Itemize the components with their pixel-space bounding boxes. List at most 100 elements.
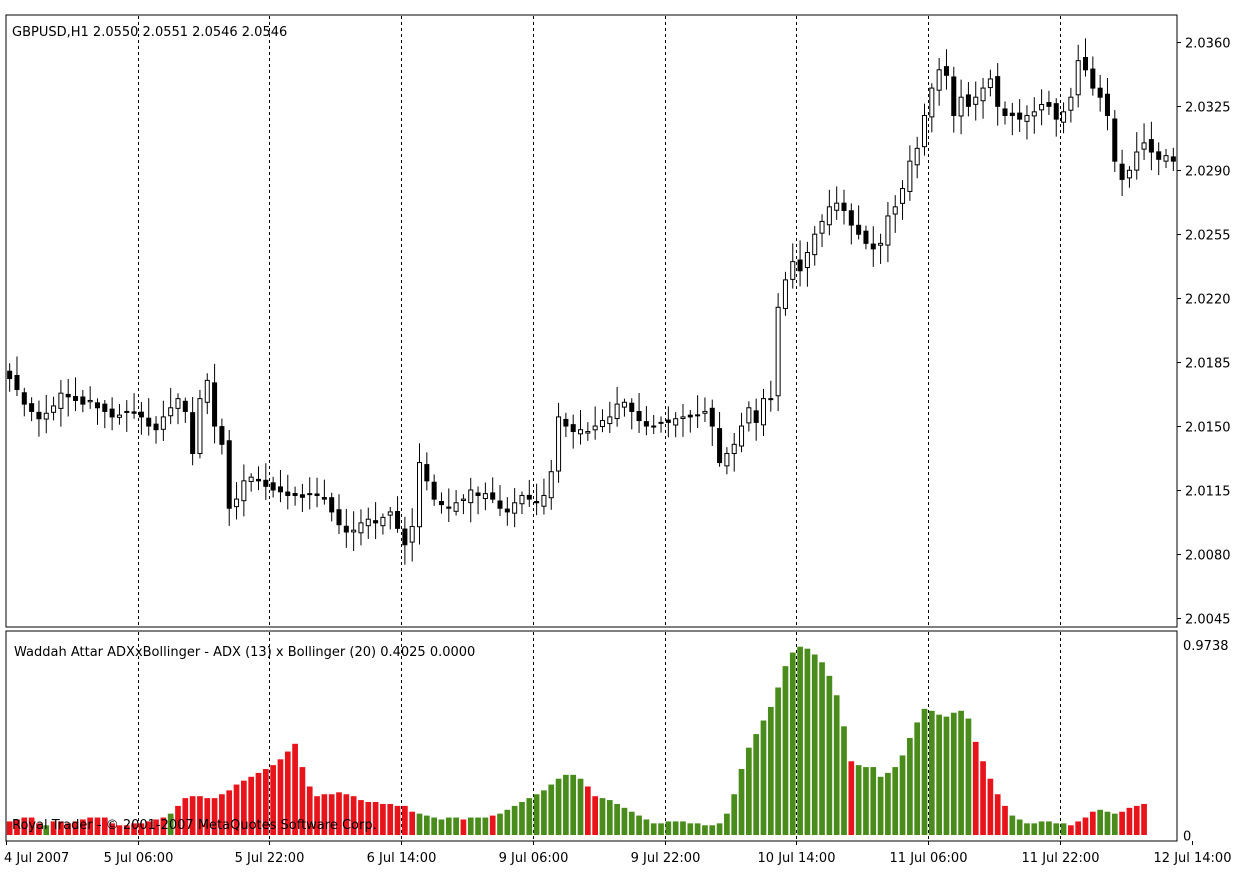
candle <box>329 492 335 522</box>
indicator-bar <box>497 813 503 835</box>
indicator-y-tick-label: 0.9738 <box>1183 639 1229 654</box>
candle <box>790 243 796 289</box>
candle <box>248 473 254 492</box>
indicator-bar <box>101 817 108 835</box>
indicator-bar <box>416 813 423 835</box>
candle <box>870 226 876 267</box>
indicator-bar <box>423 815 430 835</box>
indicator-bar <box>855 765 862 835</box>
candle <box>541 478 547 515</box>
indicator-header: Waddah Attar ADXxBollinger - ADX (13) x … <box>14 645 475 660</box>
x-tick-label: 9 Jul 06:00 <box>499 851 569 866</box>
indicator-bar <box>782 666 789 835</box>
candle <box>475 486 481 515</box>
candle <box>965 82 971 117</box>
y-tick-label: 2.0080 <box>1185 549 1231 564</box>
indicator-bar <box>965 718 972 835</box>
candle <box>680 403 686 437</box>
candle <box>900 180 906 220</box>
indicator-bar <box>643 819 650 835</box>
candle <box>599 409 605 433</box>
indicator-bar <box>1111 813 1118 835</box>
indicator-bar <box>702 825 708 835</box>
indicator-bar <box>50 821 57 835</box>
candle <box>263 463 269 500</box>
candle <box>1046 90 1052 115</box>
candle <box>409 508 415 562</box>
indicator-bar <box>1075 821 1082 835</box>
candle <box>951 66 957 133</box>
indicator-bar <box>511 805 518 835</box>
indicator-bar <box>211 798 218 835</box>
indicator-bar <box>328 794 335 835</box>
x-tick-label: 9 Jul 22:00 <box>631 851 701 866</box>
indicator-bar <box>731 794 738 835</box>
indicator-bar <box>606 800 613 835</box>
indicator-bar <box>277 759 284 835</box>
indicator-bar <box>402 805 408 835</box>
candle <box>87 386 93 409</box>
indicator-bar <box>716 823 723 835</box>
indicator-bar <box>760 720 767 835</box>
candle <box>1163 148 1169 169</box>
indicator-bar <box>548 784 555 835</box>
candle <box>497 485 503 517</box>
y-tick-label: 2.0185 <box>1185 357 1231 372</box>
candle <box>687 409 693 433</box>
candle <box>373 502 379 540</box>
indicator-bar <box>1046 821 1052 835</box>
candle <box>995 63 1001 126</box>
indicator-bar <box>541 790 547 835</box>
candle <box>146 398 152 436</box>
candle <box>1031 97 1037 134</box>
candle <box>1017 99 1023 132</box>
indicator-bar <box>1053 823 1060 835</box>
indicator-bar <box>745 747 752 835</box>
indicator-bar <box>1082 817 1089 835</box>
indicator-bar <box>36 823 42 835</box>
candle <box>504 497 510 526</box>
indicator-bar <box>160 817 167 835</box>
candle <box>812 226 818 266</box>
candle <box>724 447 730 475</box>
indicator-bar <box>804 648 811 835</box>
indicator-bar <box>131 823 137 835</box>
indicator-bar <box>877 776 884 835</box>
candle <box>512 488 518 528</box>
candle <box>929 83 935 133</box>
indicator-bar <box>204 798 211 835</box>
indicator-bar <box>394 805 401 835</box>
candle <box>534 483 540 516</box>
candle <box>1104 78 1110 131</box>
indicator-bar <box>775 687 781 835</box>
indicator-bar <box>460 819 467 835</box>
indicator-bar <box>972 741 979 835</box>
candle <box>563 412 569 438</box>
indicator-bar <box>262 769 269 835</box>
candle <box>358 509 364 546</box>
indicator-bar <box>365 802 372 835</box>
candle <box>1097 74 1103 112</box>
indicator-bar <box>489 815 496 835</box>
indicator-bar <box>175 805 181 835</box>
candle <box>958 79 964 135</box>
indicator-bar <box>284 751 291 835</box>
candle <box>1126 165 1132 188</box>
candle <box>226 429 232 526</box>
candles-layer <box>7 38 1176 565</box>
indicator-bars-layer <box>6 646 1147 835</box>
candle <box>241 464 247 517</box>
indicator-bar <box>665 821 672 835</box>
candle <box>768 380 774 412</box>
indicator-bar <box>255 772 262 835</box>
candle <box>336 494 342 535</box>
candle <box>277 469 283 503</box>
candle <box>482 482 488 511</box>
indicator-bar <box>482 817 489 835</box>
candle <box>102 399 108 429</box>
indicator-bar <box>672 821 679 835</box>
indicator-bar <box>431 817 438 835</box>
candle <box>1134 132 1140 180</box>
indicator-bar <box>87 817 94 835</box>
